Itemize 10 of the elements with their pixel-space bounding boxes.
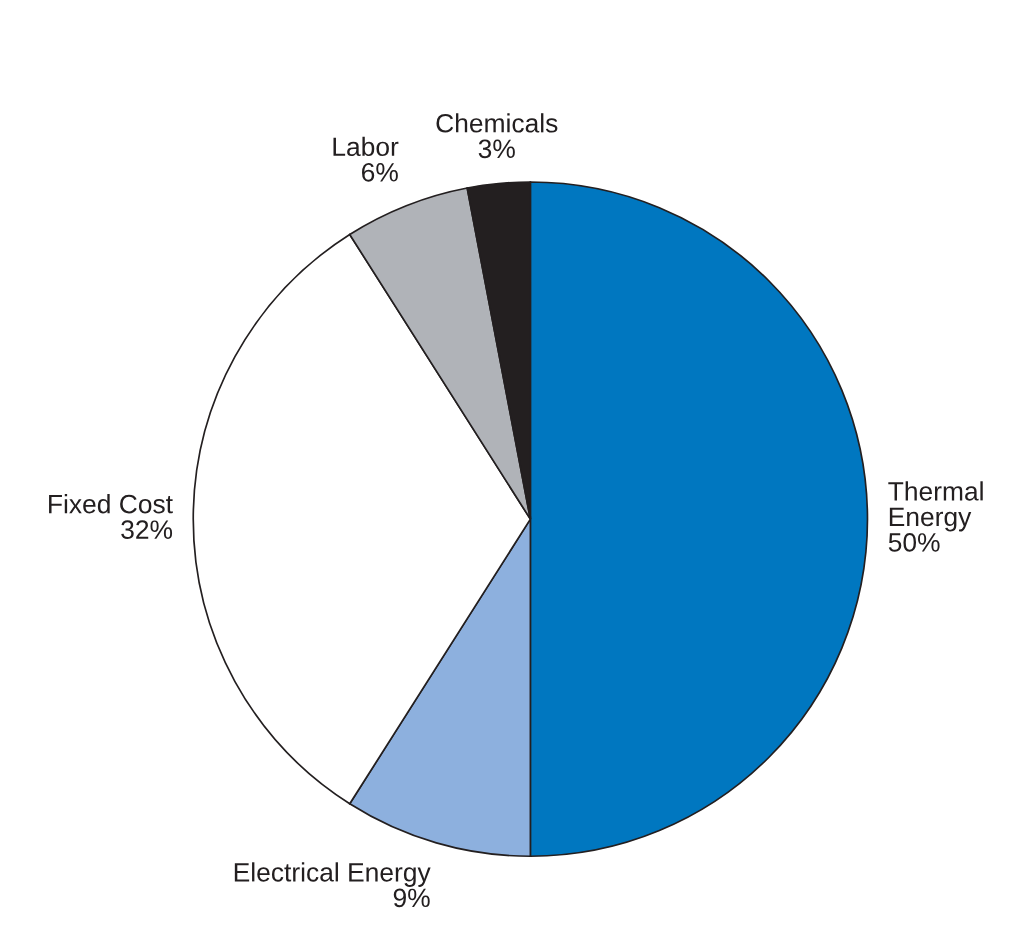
- data-label: 6%: [362, 162, 398, 182]
- data-label: 32%: [121, 520, 173, 539]
- slice-label: Thermal Energy: [888, 481, 983, 532]
- slice-label: Electrical Energy: [234, 862, 431, 887]
- data-label: 9%: [393, 888, 430, 908]
- data-label: 50%: [888, 533, 940, 552]
- slice-label: Labor: [333, 136, 399, 157]
- slice-label: Chemicals: [436, 113, 558, 133]
- data-label: 3%: [478, 139, 515, 159]
- slice-label: Fixed Cost: [49, 494, 173, 514]
